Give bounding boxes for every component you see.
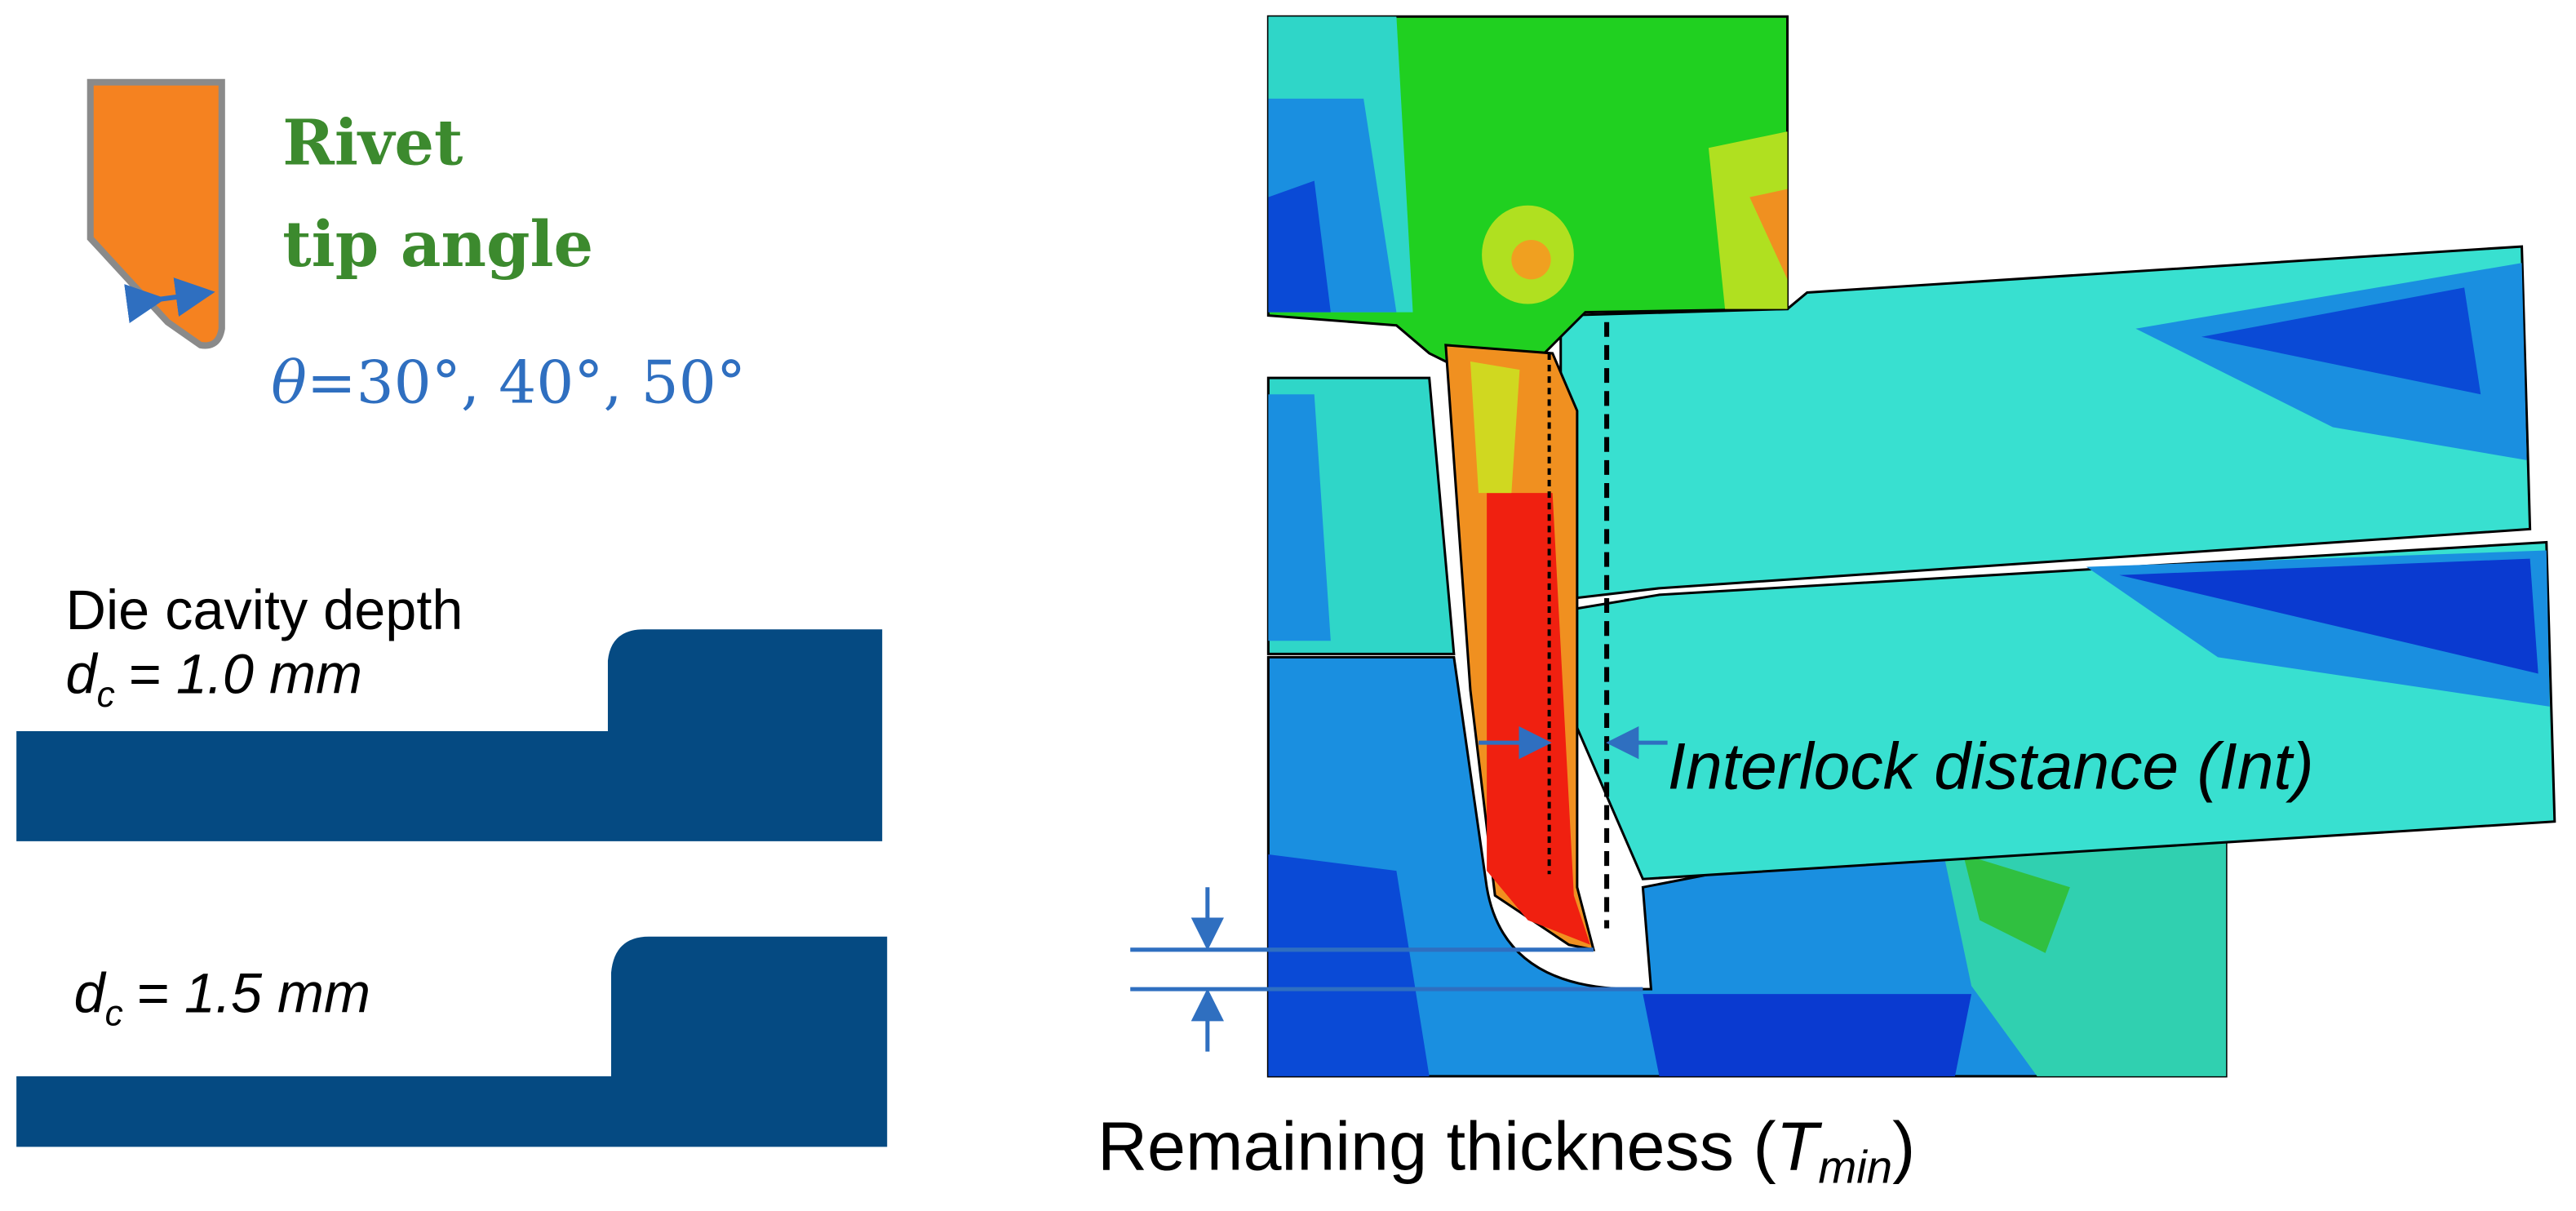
angle-symbol: θ bbox=[271, 348, 307, 417]
prefix: Remaining thickness ( bbox=[1097, 1107, 1776, 1185]
die-shape bbox=[16, 936, 888, 1147]
die-heading: Die cavity depth bbox=[66, 579, 463, 641]
value: = 1.5 mm bbox=[136, 961, 370, 1024]
subscript: c bbox=[105, 993, 123, 1033]
symbol: d bbox=[66, 643, 99, 706]
rivet-icon bbox=[86, 78, 225, 349]
symbol: d bbox=[74, 961, 107, 1024]
suffix: ) bbox=[1892, 1107, 1915, 1185]
subscript: c bbox=[97, 675, 115, 715]
interlock-label: Interlock distance (Int) bbox=[1668, 730, 2314, 803]
symbol: T bbox=[1776, 1107, 1823, 1185]
value: = 1.0 mm bbox=[128, 643, 362, 706]
rivet-title: Rivet bbox=[282, 106, 463, 180]
fea-contour bbox=[1266, 15, 2556, 1078]
die-depth-label: dc = 1.0 mm bbox=[66, 643, 362, 715]
thickness-label: Remaining thickness (Tmin) bbox=[1097, 1107, 1915, 1193]
die-depth-label: dc = 1.5 mm bbox=[74, 961, 370, 1033]
angle-label: θ=30°, 40°, 50° bbox=[271, 348, 746, 417]
angle-values: =30°, 40°, 50° bbox=[307, 348, 746, 417]
subscript: min bbox=[1818, 1142, 1892, 1193]
die-shape bbox=[16, 629, 883, 841]
rivet-title: tip angle bbox=[282, 208, 593, 282]
thickness-arrows bbox=[1130, 887, 1643, 1052]
